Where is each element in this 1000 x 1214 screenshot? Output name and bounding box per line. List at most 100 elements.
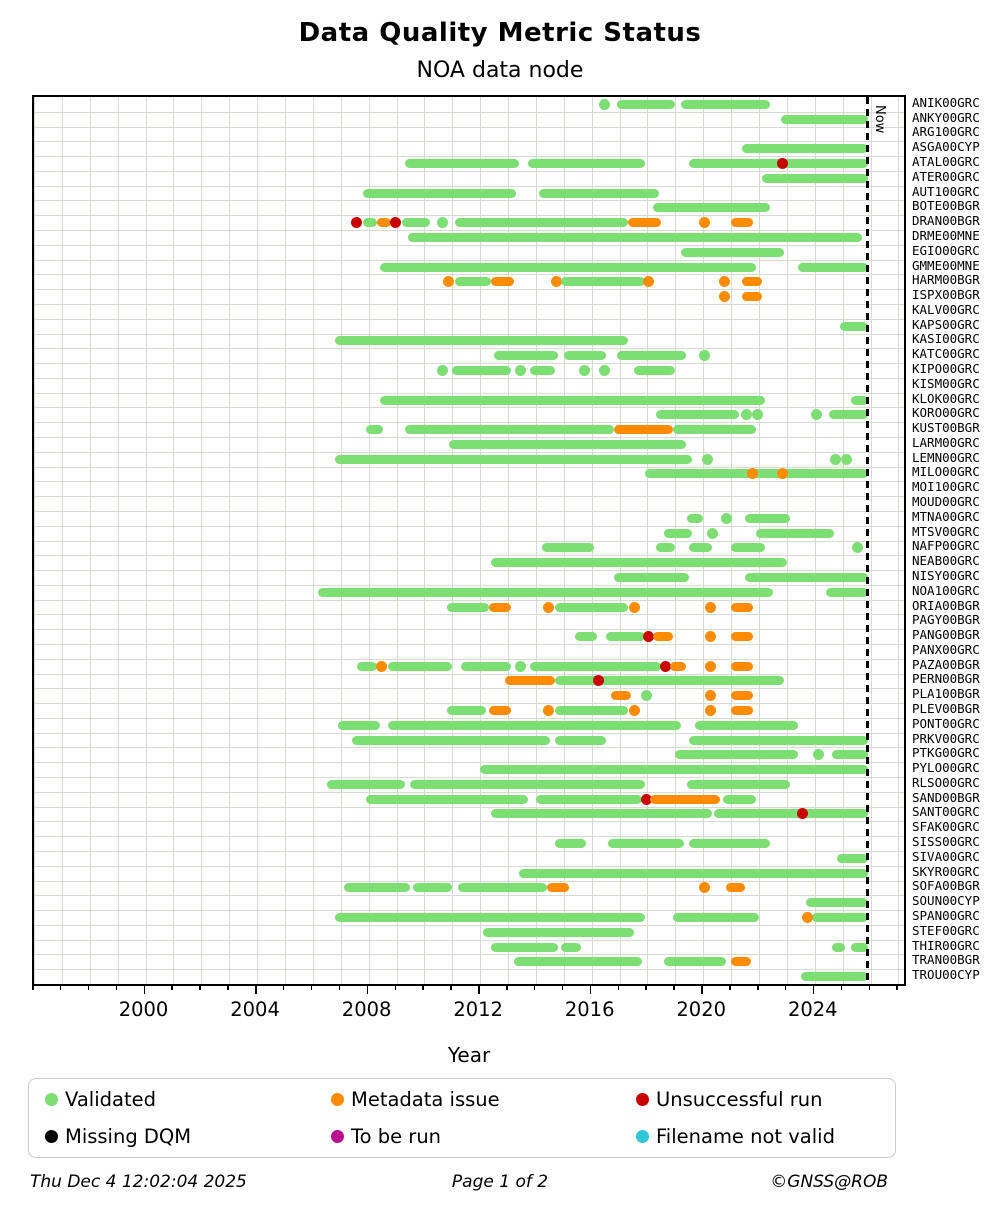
status-bar-m <box>488 706 511 715</box>
status-dot-v <box>579 364 591 376</box>
status-dot-m <box>704 705 716 716</box>
grid-line-row <box>34 836 904 838</box>
station-label: KLOK00GRC <box>912 390 980 406</box>
status-dot-u <box>796 808 808 820</box>
station-label: HARM00BGR <box>912 272 980 288</box>
station-label: PAZA00BGR <box>912 656 980 672</box>
legend-label: Filename not valid <box>656 1125 835 1148</box>
grid-line-row <box>34 614 904 616</box>
grid-line-row <box>34 791 904 793</box>
grid-line-row <box>34 377 904 379</box>
status-bar-v <box>555 735 606 745</box>
station-label: NAFP00GRC <box>912 538 980 554</box>
grid-line-row <box>34 865 904 867</box>
status-bar-v <box>407 232 863 242</box>
status-bar-v <box>831 750 868 760</box>
status-bar-v <box>806 898 868 908</box>
status-bar-v <box>351 735 550 745</box>
grid-line-row <box>34 555 904 557</box>
x-tick-major <box>478 986 480 994</box>
legend-label: Unsuccessful run <box>656 1088 823 1111</box>
grid-line-row <box>34 333 904 335</box>
station-label: SANT00GRC <box>912 804 980 820</box>
status-bar-v <box>365 794 528 804</box>
x-tick-minor <box>840 986 843 990</box>
x-tick-label: 2020 <box>676 998 727 1021</box>
status-bar-m <box>505 676 556 686</box>
status-bar-v <box>745 572 868 582</box>
status-bar-m <box>547 883 570 893</box>
status-bar-v <box>742 144 868 154</box>
status-dot-v <box>852 542 864 554</box>
grid-line-row <box>34 703 904 705</box>
grid-line-row <box>34 259 904 261</box>
status-dot-m <box>629 705 641 716</box>
grid-line-row <box>34 230 904 232</box>
status-bar-v <box>672 425 757 435</box>
status-bar-v <box>798 262 868 272</box>
status-dot-v <box>721 512 733 524</box>
x-tick-minor <box>171 986 173 990</box>
status-bar-v <box>491 558 787 568</box>
x-tick-minor <box>784 986 787 990</box>
status-bar-v <box>664 528 693 538</box>
legend-item-validated: Validated <box>45 1088 156 1111</box>
filename-not-valid-dot-icon <box>636 1130 649 1143</box>
grid-line-row <box>34 939 904 941</box>
status-bar-v <box>413 883 453 893</box>
status-bar-v <box>686 513 704 523</box>
grid-line-row <box>34 363 904 365</box>
status-dot-m <box>699 217 711 229</box>
grid-line-row <box>34 747 904 749</box>
status-bar-v <box>839 321 868 331</box>
x-tick-label: 2004 <box>230 998 280 1021</box>
grid-line-row <box>34 924 904 926</box>
status-dot-v <box>437 217 448 229</box>
validated-dot-icon <box>45 1093 58 1106</box>
x-tick-label: 2012 <box>453 998 503 1021</box>
missing-dqm-dot-icon <box>45 1130 58 1143</box>
x-axis-ticks: 2000 2004 2008 2012 2016 2020 2024 <box>32 986 906 1026</box>
station-label: PANX00GRC <box>912 641 980 657</box>
x-tick-label: 2016 <box>564 998 615 1021</box>
station-label: SIVA00GRC <box>912 848 980 864</box>
status-bar-m <box>731 957 751 967</box>
status-bar-v <box>482 927 634 937</box>
status-dot-u <box>660 660 672 672</box>
grid-line-row <box>34 407 904 409</box>
status-bar-v <box>379 395 765 405</box>
footer-page-number: Page 1 of 2 <box>451 1172 549 1192</box>
grid-line-row <box>34 303 904 305</box>
status-dot-v <box>740 409 752 421</box>
status-bar-v <box>680 247 785 257</box>
status-dot-u <box>777 158 789 170</box>
grid-line-row <box>34 510 904 512</box>
station-label: MOUD00GRC <box>912 494 980 510</box>
status-bar-v <box>335 912 645 922</box>
x-tick-minor <box>673 986 675 990</box>
page-title: Data Quality Metric Status <box>298 18 702 48</box>
status-dot-m <box>802 911 814 923</box>
status-bar-v <box>761 173 868 183</box>
station-label: BOTE00BGR <box>912 198 980 214</box>
status-bar-m <box>650 794 720 804</box>
grid-line-row <box>34 244 904 246</box>
station-label: KASI00GRC <box>912 331 980 347</box>
status-dot-m <box>777 468 789 480</box>
station-label-column: ANIK00GRC ANKY00GRC ARG100GRC ASGA00CYP ATAL… <box>912 95 1000 986</box>
station-label: KATC00GRC <box>912 346 980 362</box>
grid-line-row <box>34 141 904 143</box>
station-label: SOFA00BGR <box>912 878 980 894</box>
status-bar-v <box>365 425 383 435</box>
legend-item-missing-dqm: Missing DQM <box>45 1125 191 1148</box>
status-bar-v <box>404 159 520 169</box>
status-bar-m <box>731 632 754 642</box>
station-label: SKYR00GRC <box>912 863 980 879</box>
status-bar-m <box>627 218 662 228</box>
status-dot-u <box>640 793 652 805</box>
station-label: ANIK00GRC <box>912 94 980 110</box>
status-bar-m <box>376 218 391 228</box>
x-tick-minor <box>282 986 285 990</box>
status-bar-m <box>653 632 673 642</box>
